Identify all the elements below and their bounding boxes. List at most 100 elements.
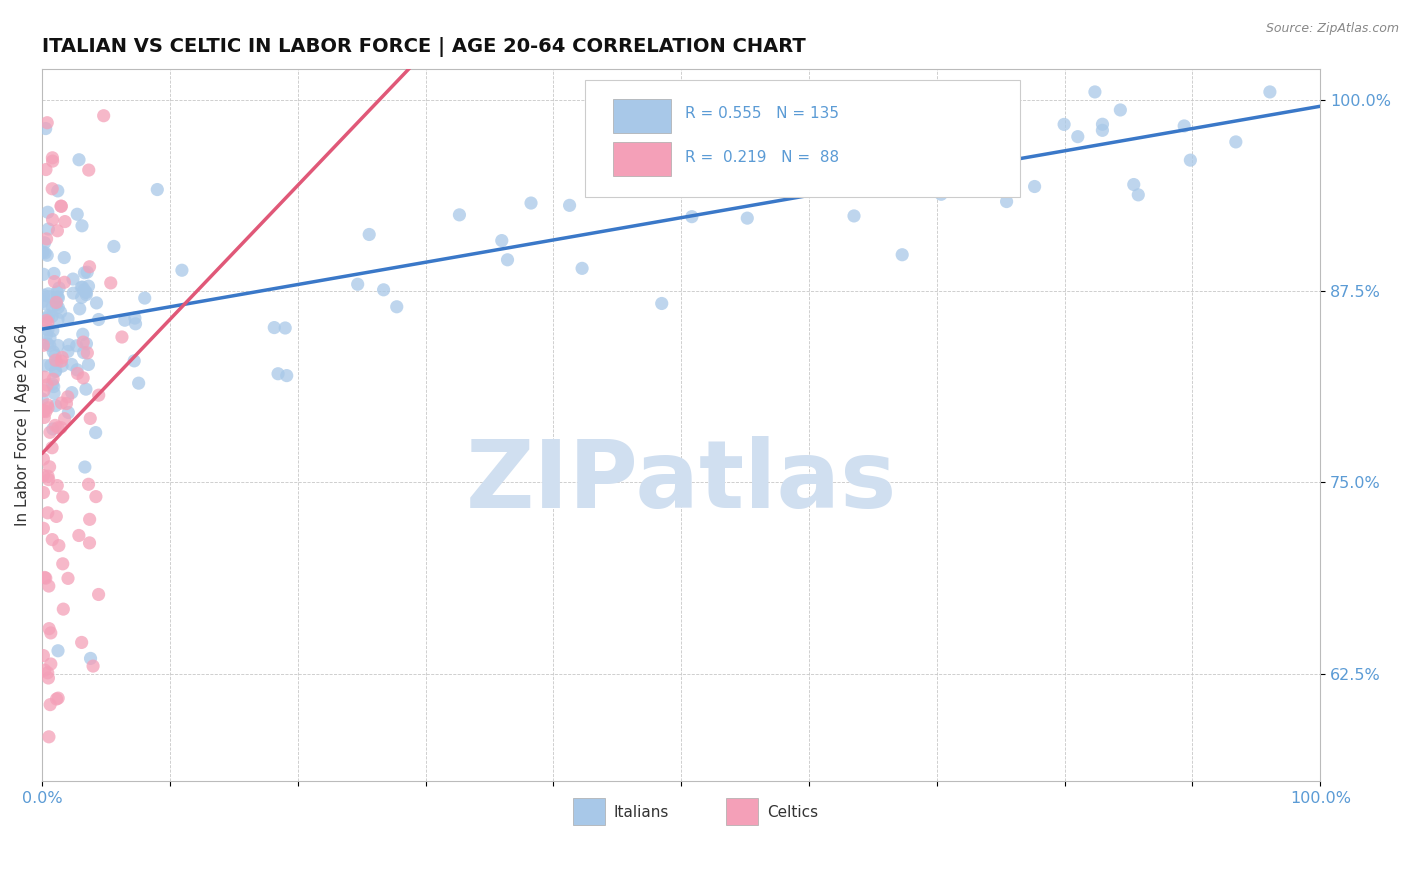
Point [34, 370, 56, 384]
Point [32, 468, 55, 483]
Point [72, 327, 94, 342]
Point [46, 184, 69, 198]
Point [58, 338, 80, 352]
FancyBboxPatch shape [725, 798, 758, 825]
Point [32, 338, 55, 352]
Point [32, 404, 55, 418]
Point [39, 657, 62, 671]
Point [42, 267, 65, 281]
Point [373, 283, 395, 297]
Point [46, 691, 69, 706]
Point [84, 490, 107, 504]
Text: ZIPatlas: ZIPatlas [465, 436, 897, 528]
Point [35, 297, 58, 311]
Point [1225, 135, 1247, 149]
Point [48, 281, 70, 295]
Point [72, 335, 94, 350]
Point [56, 390, 79, 404]
Point [520, 196, 543, 211]
Point [77, 358, 100, 372]
Point [959, 117, 981, 131]
Point [1024, 179, 1046, 194]
Point [37, 116, 59, 130]
Point [146, 183, 169, 197]
Point [56, 311, 79, 326]
Point [34, 410, 56, 425]
Point [52, 490, 75, 504]
Point [46, 290, 69, 304]
Point [929, 187, 952, 202]
Point [41, 300, 63, 314]
Point [38, 473, 60, 487]
Point [37, 205, 59, 219]
Point [39, 331, 62, 345]
Text: R =  0.219   N =  88: R = 0.219 N = 88 [685, 151, 839, 165]
Point [84, 425, 107, 440]
Point [32, 288, 55, 302]
Point [48, 539, 70, 553]
Point [75, 382, 97, 396]
Point [37, 337, 59, 351]
Point [79, 411, 101, 425]
Point [41, 310, 63, 324]
Point [1258, 85, 1281, 99]
Point [31, 392, 53, 406]
Point [53, 411, 76, 425]
Point [42, 372, 65, 386]
Point [449, 208, 471, 222]
Point [51, 359, 73, 373]
Point [48, 291, 70, 305]
Point [904, 94, 927, 108]
Point [39, 358, 62, 372]
Point [1091, 123, 1114, 137]
Point [103, 239, 125, 253]
Point [32, 403, 55, 417]
Point [41, 212, 63, 227]
Point [45, 509, 67, 524]
Point [35, 327, 58, 342]
Point [359, 227, 381, 242]
Point [898, 182, 921, 196]
Point [34, 235, 56, 250]
Point [41, 182, 63, 196]
Point [37, 506, 59, 520]
Point [46, 478, 69, 492]
Point [79, 512, 101, 526]
Point [66, 207, 89, 221]
Point [46, 301, 69, 315]
Point [124, 311, 146, 326]
Text: ITALIAN VS CELTIC IN LABOR FORCE | AGE 20-64 CORRELATION CHART: ITALIAN VS CELTIC IN LABOR FORCE | AGE 2… [42, 37, 806, 57]
Point [1084, 85, 1107, 99]
Point [45, 692, 67, 706]
Point [276, 368, 298, 383]
Point [76, 346, 98, 360]
Point [42, 386, 65, 401]
Point [45, 399, 67, 413]
Point [35, 162, 58, 177]
Point [491, 234, 513, 248]
Point [37, 315, 59, 329]
Point [41, 376, 63, 391]
Point [37, 310, 59, 325]
Point [735, 211, 758, 226]
Point [928, 167, 950, 181]
Point [56, 344, 79, 359]
Point [624, 153, 647, 167]
Point [70, 219, 93, 233]
Point [70, 280, 93, 294]
Point [114, 313, 136, 327]
Point [134, 291, 156, 305]
Point [73, 283, 96, 297]
Point [32, 245, 55, 260]
Point [87, 388, 110, 402]
Point [31, 294, 53, 309]
Point [42, 324, 65, 338]
Point [558, 198, 581, 212]
Point [34, 570, 56, 584]
Point [52, 602, 75, 616]
Point [941, 87, 963, 101]
Point [72, 371, 94, 385]
Point [921, 160, 943, 174]
FancyBboxPatch shape [572, 798, 605, 825]
Point [41, 533, 63, 547]
